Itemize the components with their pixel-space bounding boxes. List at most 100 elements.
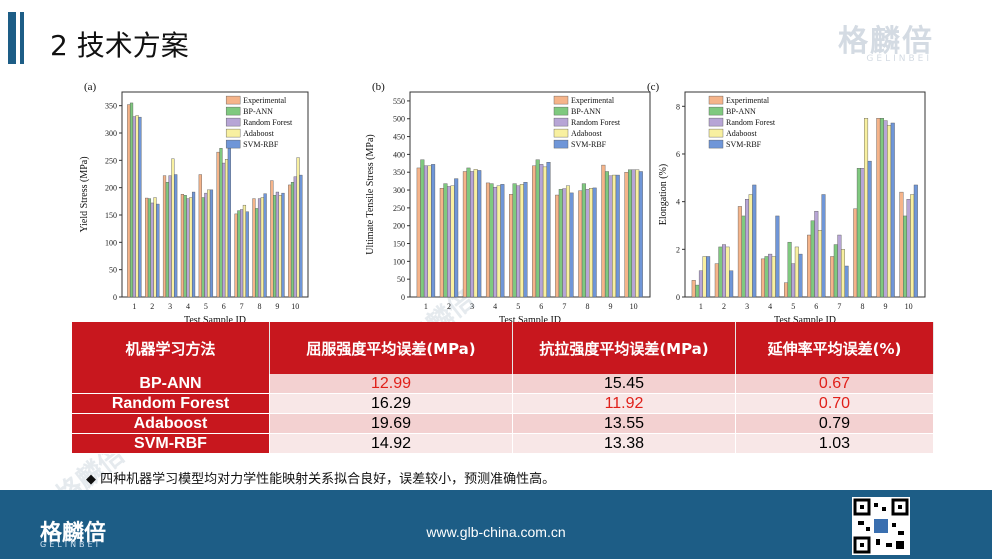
bar <box>216 151 220 298</box>
bar <box>201 197 205 298</box>
x-tick-label: 8 <box>860 302 864 311</box>
legend-entry: Random Forest <box>571 118 621 127</box>
bar <box>189 197 193 298</box>
legend-swatch <box>553 117 569 127</box>
bar <box>821 194 826 298</box>
bar <box>558 189 563 298</box>
x-tick-label: 9 <box>884 302 888 311</box>
bar <box>539 164 544 298</box>
x-tick-label: 8 <box>258 302 262 311</box>
bar <box>439 188 444 298</box>
bar <box>695 284 700 298</box>
el-cell: 1.03 <box>735 433 934 454</box>
bar <box>278 195 282 298</box>
bar <box>798 253 803 298</box>
bar <box>255 208 259 298</box>
legend-entry: Experimental <box>726 96 770 105</box>
x-tick-label: 7 <box>562 302 566 311</box>
el-cell: 0.67 <box>735 374 934 394</box>
table-header-uts: 抗拉强度平均误差(MPa) <box>512 322 736 374</box>
x-tick-label: 6 <box>222 302 226 311</box>
bar <box>853 208 858 298</box>
y-tick-label: 150 <box>393 240 405 249</box>
legend-entry: BP-ANN <box>243 107 273 116</box>
footer-url[interactable]: www.glb-china.com.cn <box>426 524 566 540</box>
ys-cell: 12.99 <box>269 374 513 394</box>
legend-entry: SVM-RBF <box>243 140 279 149</box>
legend-swatch <box>708 117 724 127</box>
bar <box>856 168 861 298</box>
plot-frame <box>684 91 926 298</box>
x-tick-label: 3 <box>470 302 474 311</box>
bar <box>608 175 613 298</box>
bar <box>624 172 629 298</box>
bar <box>817 230 822 298</box>
bar <box>427 165 432 298</box>
bar <box>721 244 726 298</box>
bar <box>887 125 892 298</box>
bar <box>714 263 719 298</box>
bar <box>840 249 845 298</box>
bar <box>207 189 211 298</box>
x-tick-label: 10 <box>905 302 913 311</box>
bar <box>296 157 300 298</box>
table-header-method: 机器学习方法 <box>72 322 270 374</box>
x-tick-label: 4 <box>186 302 190 311</box>
y-tick-label: 250 <box>105 156 117 165</box>
y-tick-label: 350 <box>393 168 405 177</box>
bar <box>631 169 636 298</box>
y-tick-label: 50 <box>397 275 405 284</box>
y-tick-label: 2 <box>676 245 680 254</box>
bar <box>252 198 256 298</box>
table-row: SVM-RBF 14.92 13.38 1.03 <box>72 433 934 454</box>
bar <box>263 193 267 298</box>
bar <box>234 213 238 298</box>
bar <box>222 162 226 298</box>
bar <box>737 206 742 298</box>
bar <box>240 209 244 298</box>
y-tick-label: 150 <box>105 211 117 220</box>
y-tick-label: 0 <box>401 293 405 302</box>
y-tick-label: 300 <box>393 186 405 195</box>
bar <box>725 246 730 298</box>
legend-swatch <box>553 106 569 116</box>
panel-label: (a) <box>84 81 97 93</box>
y-tick-label: 6 <box>676 150 680 159</box>
legend-entry: Experimental <box>571 96 615 105</box>
bar <box>281 192 285 298</box>
bar <box>191 191 196 298</box>
y-tick-label: 300 <box>105 129 117 138</box>
legend-swatch <box>708 139 724 149</box>
y-tick-label: 250 <box>393 204 405 213</box>
bar <box>876 118 881 298</box>
y-axis-label: Elongation (%) <box>658 164 669 225</box>
x-tick-label: 6 <box>539 302 543 311</box>
legend-entry: Random Forest <box>726 118 776 127</box>
uts-cell: 15.45 <box>512 374 736 394</box>
bar <box>423 165 428 298</box>
uts-cell: 11.92 <box>512 393 736 414</box>
y-tick-label: 8 <box>676 102 680 111</box>
bar <box>473 169 478 298</box>
x-axis-label: Test Sample ID <box>499 315 561 326</box>
y-axis-label: Ultimate Tensile Stress (MPa) <box>365 134 376 255</box>
bar <box>466 167 471 298</box>
y-tick-label: 400 <box>393 150 405 159</box>
bar <box>706 256 711 298</box>
el-cell: 0.79 <box>735 413 934 434</box>
bar <box>145 197 149 298</box>
bar <box>791 263 796 298</box>
bar <box>784 282 789 298</box>
bar <box>860 168 865 298</box>
yield-stress-chart: 0 50 100 150 200 250 300 350 1 2 3 4 5 6 7 8 9 10 Test Sam… <box>76 70 314 331</box>
bar <box>450 185 455 298</box>
bar <box>546 162 551 298</box>
x-tick-label: 3 <box>745 302 749 311</box>
x-tick-label: 1 <box>424 302 428 311</box>
bar <box>830 256 835 298</box>
bar <box>702 256 707 298</box>
plot-frame <box>121 91 309 298</box>
x-tick-label: 2 <box>722 302 726 311</box>
legend-entry: BP-ANN <box>571 107 601 116</box>
x-tick-label: 2 <box>447 302 451 311</box>
